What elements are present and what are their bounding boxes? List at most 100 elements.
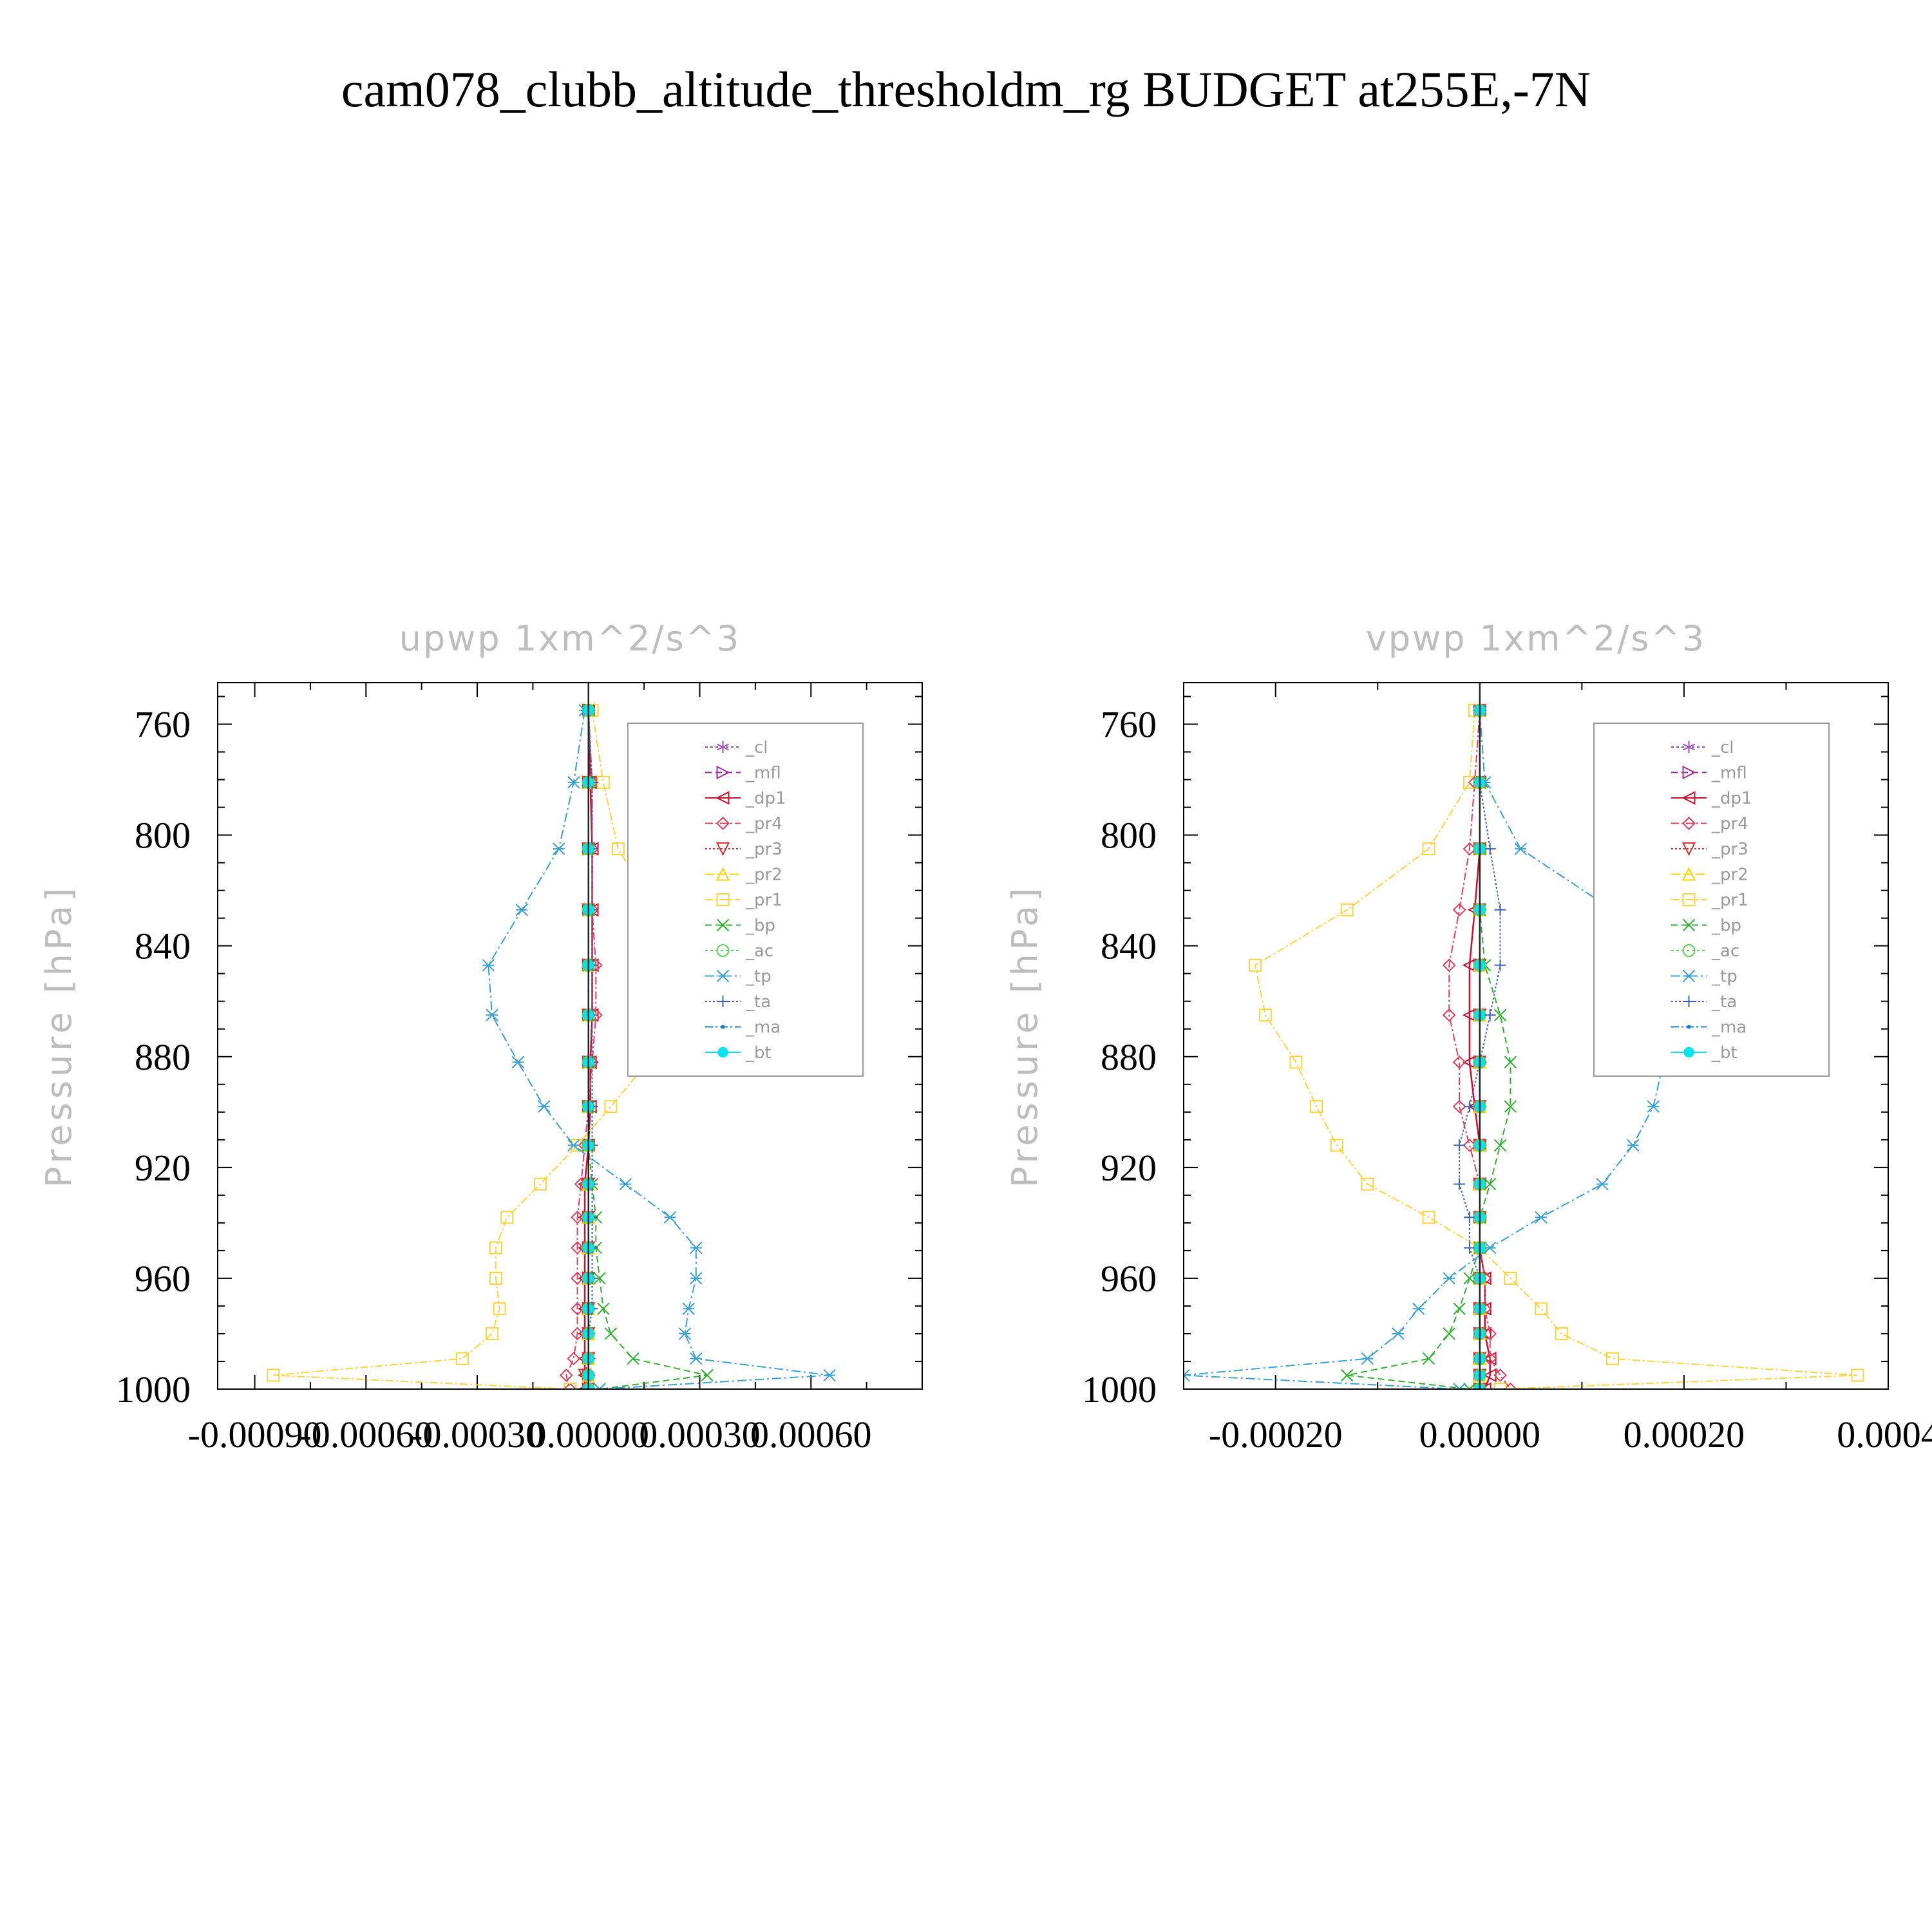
data-point bbox=[567, 1139, 580, 1152]
series-line-pr1 bbox=[1254, 710, 1858, 1389]
data-point bbox=[1482, 1368, 1497, 1383]
legend-label: _pr3 bbox=[745, 840, 782, 859]
data-point bbox=[1555, 1327, 1568, 1340]
data-point bbox=[619, 1177, 632, 1191]
data-point bbox=[571, 1271, 584, 1285]
y-tick-label: 800 bbox=[1101, 815, 1157, 857]
legend-label: _tp bbox=[745, 967, 772, 987]
data-point bbox=[604, 1327, 618, 1340]
data-point bbox=[1504, 1056, 1517, 1069]
data-point bbox=[1463, 1242, 1475, 1254]
legend-marker bbox=[1683, 996, 1695, 1007]
data-point bbox=[1596, 1177, 1609, 1191]
data-point bbox=[1534, 1302, 1548, 1316]
panel-title: vpwp 1xm^2/s^3 bbox=[1366, 618, 1706, 659]
x-tick-label: 0.00060 bbox=[750, 1414, 872, 1455]
legend-marker bbox=[715, 791, 730, 805]
data-point bbox=[482, 959, 495, 972]
legend-label: _pr1 bbox=[745, 891, 782, 910]
y-tick-label: 1000 bbox=[1082, 1368, 1157, 1410]
data-point bbox=[1454, 1178, 1466, 1190]
legend-box bbox=[1593, 723, 1830, 1077]
data-point bbox=[823, 1368, 836, 1382]
legend-marker bbox=[1682, 765, 1696, 780]
data-point bbox=[567, 1352, 581, 1366]
legend-label: _pr4 bbox=[745, 815, 782, 834]
data-point bbox=[1452, 1099, 1466, 1113]
data-point bbox=[1605, 1352, 1619, 1365]
x-tick-label: 0.00020 bbox=[1624, 1414, 1745, 1455]
legend-marker bbox=[1682, 918, 1696, 932]
data-point bbox=[571, 1327, 584, 1341]
series-line-pr4 bbox=[1448, 710, 1511, 1389]
data-point bbox=[627, 1352, 639, 1365]
legend-marker bbox=[1682, 893, 1696, 906]
legend-marker bbox=[716, 893, 730, 906]
legend-label: _bt bbox=[1711, 1043, 1738, 1063]
legend-marker bbox=[1687, 1025, 1691, 1029]
data-point bbox=[663, 1211, 677, 1224]
legend-label: _pr4 bbox=[1711, 815, 1748, 834]
data-point bbox=[1493, 1383, 1507, 1389]
legend: _cl _mfl _dp1 _pr4 _pr3 _pr2 _pr1 _bp _ac _tp _ta _… bbox=[1593, 723, 1830, 1077]
legend-marker bbox=[721, 1025, 725, 1029]
data-point bbox=[1493, 1139, 1507, 1152]
data-point bbox=[682, 1302, 695, 1315]
data-point bbox=[593, 1272, 606, 1285]
legend-label: _mfl bbox=[1711, 764, 1747, 783]
y-tick-label: 760 bbox=[135, 704, 191, 746]
panel-title: upwp 1xm^2/s^3 bbox=[399, 618, 741, 659]
x-tick-label: -0.00060 bbox=[299, 1414, 433, 1455]
data-point bbox=[1442, 958, 1456, 972]
data-point bbox=[1330, 1139, 1343, 1152]
legend-label: _cl bbox=[1711, 738, 1734, 757]
data-point bbox=[1248, 958, 1262, 972]
data-point bbox=[1463, 1383, 1476, 1389]
y-tick-label: 760 bbox=[1101, 704, 1157, 746]
legend-label: _pr2 bbox=[745, 866, 782, 885]
legend-marker bbox=[1681, 791, 1696, 805]
series-line-tp bbox=[488, 710, 830, 1389]
legend-label: _ac bbox=[745, 942, 773, 961]
data-point bbox=[500, 1211, 514, 1224]
data-point bbox=[553, 842, 565, 855]
data-point bbox=[690, 1352, 703, 1365]
data-point bbox=[1361, 1177, 1374, 1191]
y-tick-label: 1000 bbox=[116, 1368, 191, 1410]
panel-vpwp: vpwp 1xm^2/s^3 Pressure [hPa] 760 800 840 880… bbox=[1005, 618, 1932, 1455]
data-point bbox=[489, 1271, 502, 1285]
y-tick-label: 880 bbox=[1101, 1036, 1157, 1078]
y-tick-label: 960 bbox=[135, 1258, 191, 1300]
legend-marker bbox=[1682, 969, 1696, 983]
legend: _cl _mfl _dp1 _pr4 _pr3 _pr2 _pr1 _bp _ac _tp _ta _… bbox=[627, 723, 864, 1077]
data-point bbox=[604, 1100, 618, 1113]
data-point bbox=[1626, 1139, 1640, 1152]
data-point bbox=[1258, 1009, 1272, 1022]
legend-marker bbox=[716, 969, 730, 983]
legend-label: _pr1 bbox=[1711, 891, 1748, 910]
data-point bbox=[1483, 1327, 1497, 1341]
data-point bbox=[559, 1368, 573, 1382]
data-point bbox=[1463, 1101, 1475, 1113]
data-point bbox=[493, 1302, 506, 1316]
legend-label: _ta bbox=[745, 992, 771, 1012]
y-tick-label: 840 bbox=[1101, 925, 1157, 967]
legend-marker bbox=[1681, 842, 1696, 857]
legend-label: _ma bbox=[1711, 1018, 1747, 1037]
data-point bbox=[537, 1100, 551, 1113]
data-point bbox=[1514, 842, 1527, 855]
data-point bbox=[1422, 842, 1435, 856]
x-tick-label: 0.00000 bbox=[528, 1414, 650, 1455]
legend-label: _cl bbox=[745, 738, 768, 757]
data-point bbox=[486, 1009, 498, 1021]
x-tick-label: -0.00090 bbox=[188, 1414, 322, 1455]
data-point bbox=[1412, 1302, 1425, 1315]
legend-label: _dp1 bbox=[745, 789, 786, 808]
legend-marker bbox=[1682, 944, 1696, 957]
legend-label: _ma bbox=[745, 1018, 781, 1037]
data-point bbox=[515, 904, 528, 916]
data-point bbox=[1452, 903, 1466, 917]
series-line-bp bbox=[1347, 710, 1511, 1389]
legend-label: _bp bbox=[745, 916, 775, 936]
data-point bbox=[571, 1302, 584, 1316]
